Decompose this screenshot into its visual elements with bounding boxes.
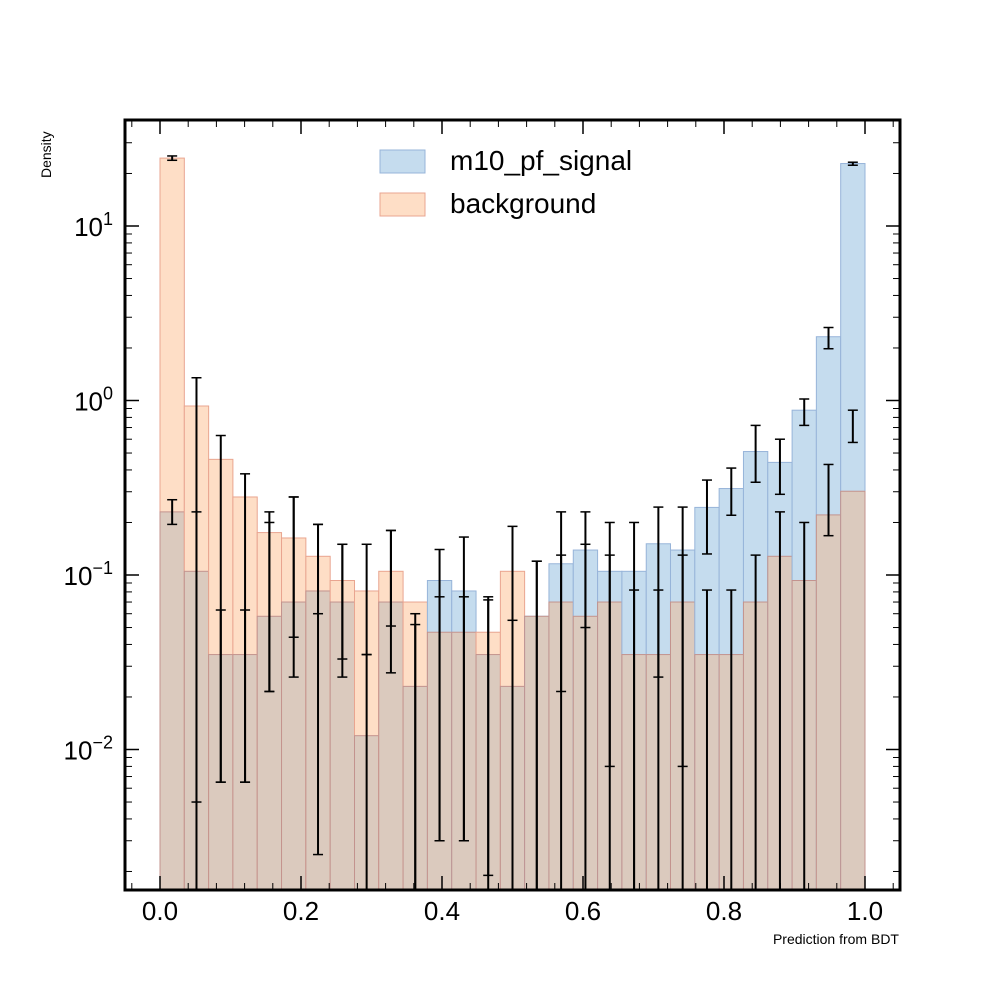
legend-label-signal: m10_pf_signal (450, 145, 632, 176)
x-tick-label: 0.4 (424, 896, 460, 926)
y-tick-label: 10−1 (64, 558, 113, 591)
x-tick-label: 1.0 (847, 896, 883, 926)
axes: 0.0 0.2 0.4 0.6 0.8 1.0 10−2 10−1 100 101 (64, 120, 900, 926)
x-tick-label: 0.2 (283, 896, 319, 926)
overlap-bar (840, 490, 866, 891)
overlap-bar (815, 514, 842, 891)
legend: m10_pf_signal background (379, 145, 632, 219)
error-bars (167, 155, 858, 890)
x-axis-label: Prediction from BDT (773, 931, 899, 947)
legend-label-background: background (450, 188, 596, 219)
legend-swatch-signal (379, 149, 426, 174)
x-tick-label: 0.8 (706, 896, 742, 926)
plot-frame (123, 118, 902, 892)
overlap-bar (159, 511, 185, 891)
y-tick-label: 101 (74, 209, 113, 242)
y-tick-label: 100 (74, 384, 113, 417)
y-tick-label: 10−2 (64, 733, 113, 766)
x-tick-label: 0.6 (565, 896, 601, 926)
x-tick-label: 0.0 (142, 896, 178, 926)
y-axis-label: Density (38, 131, 54, 178)
legend-swatch-background (379, 192, 426, 217)
